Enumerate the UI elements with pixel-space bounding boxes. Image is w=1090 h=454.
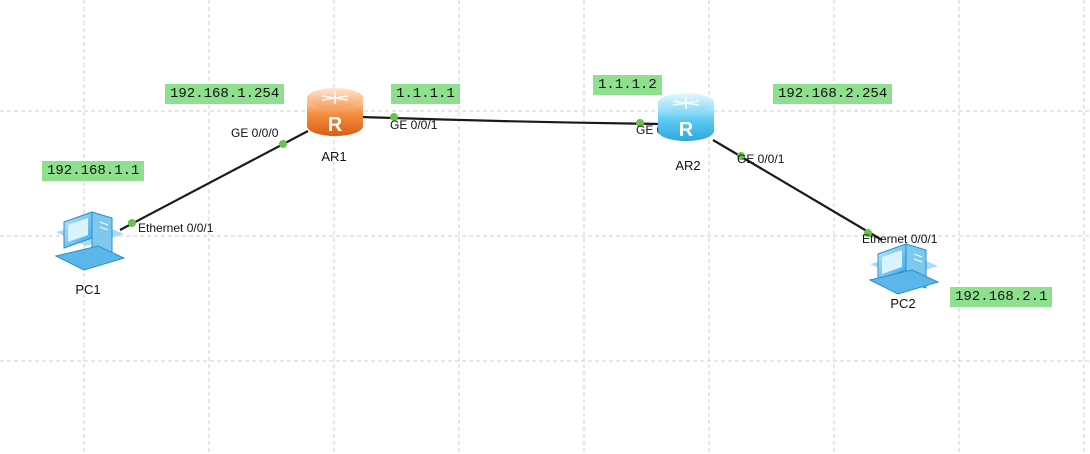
port-dot-pc1-eth xyxy=(128,219,136,227)
ip-label-pc1: 192.168.1.1 xyxy=(42,161,145,181)
ip-label-ar1-lan: 192.168.1.254 xyxy=(165,84,285,104)
svg-text:R: R xyxy=(679,119,694,141)
device-label-pc1: PC1 xyxy=(75,282,100,297)
pc-icon xyxy=(54,211,126,271)
device-label-pc2: PC2 xyxy=(890,296,915,311)
pc-icon xyxy=(868,243,940,295)
ip-label-ar2-lan: 192.168.2.254 xyxy=(773,84,893,104)
port-label-pc1-eth: Ethernet 0/0/1 xyxy=(138,221,214,235)
ip-label-ar2-wan: 1.1.1.2 xyxy=(593,75,662,95)
svg-text:R: R xyxy=(328,114,343,136)
port-dot-pc2-eth xyxy=(864,229,872,237)
ip-label-ar1-wan: 1.1.1.1 xyxy=(391,84,460,104)
port-dot-ar1-ge001 xyxy=(390,113,398,121)
device-pc2[interactable]: PC2 xyxy=(868,243,940,311)
link-pc1-ar1[interactable] xyxy=(119,130,309,231)
device-ar1[interactable]: R AR1 xyxy=(307,88,363,164)
port-dot-ar1-ge000 xyxy=(279,140,287,148)
device-pc1[interactable]: PC1 xyxy=(54,211,126,297)
link-ar1-ar2[interactable] xyxy=(361,115,661,126)
port-label-pc2-eth: Ethernet 0/0/1 xyxy=(862,232,938,246)
device-ar2[interactable]: R AR2 xyxy=(658,93,714,173)
port-label-ar1-ge000: GE 0/0/0 xyxy=(231,126,279,140)
device-label-ar1: AR1 xyxy=(321,149,346,164)
ip-label-pc2: 192.168.2.1 xyxy=(950,287,1053,307)
router-icon: R xyxy=(307,88,363,136)
port-label-ar1-ge001: GE 0/0/1 xyxy=(390,118,438,132)
port-label-ar2-ge001: GE 0/0/1 xyxy=(737,152,785,166)
port-dot-ar2-ge000 xyxy=(636,119,644,127)
device-label-ar2: AR2 xyxy=(675,158,700,173)
port-dot-ar2-ge001 xyxy=(737,152,745,160)
router-icon: R xyxy=(658,93,714,141)
